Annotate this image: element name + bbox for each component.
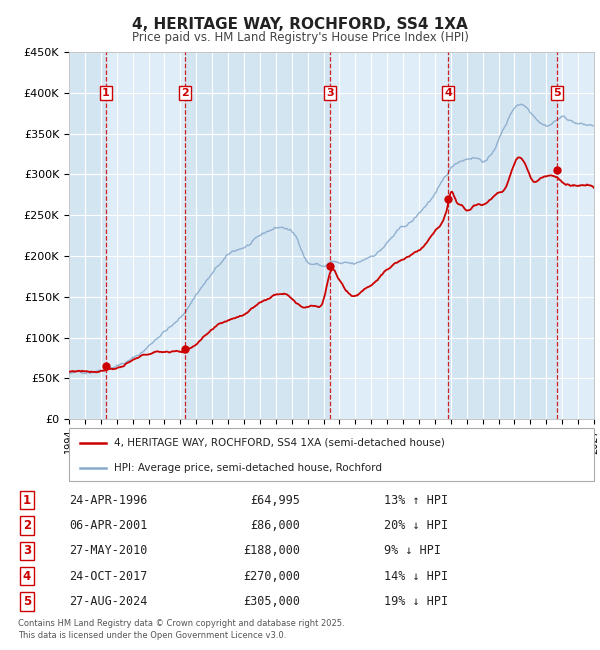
Text: 5: 5 <box>553 88 560 97</box>
Text: 14% ↓ HPI: 14% ↓ HPI <box>384 569 448 583</box>
Text: 3: 3 <box>326 88 334 97</box>
Text: 3: 3 <box>23 545 31 558</box>
Text: Contains HM Land Registry data © Crown copyright and database right 2025.
This d: Contains HM Land Registry data © Crown c… <box>18 619 344 640</box>
Bar <box>106 52 185 419</box>
FancyBboxPatch shape <box>69 428 594 481</box>
Text: 9% ↓ HPI: 9% ↓ HPI <box>384 545 441 558</box>
Text: HPI: Average price, semi-detached house, Rochford: HPI: Average price, semi-detached house,… <box>113 463 382 473</box>
Bar <box>185 52 330 419</box>
Text: 20% ↓ HPI: 20% ↓ HPI <box>384 519 448 532</box>
Text: 06-APR-2001: 06-APR-2001 <box>69 519 148 532</box>
Text: 27-AUG-2024: 27-AUG-2024 <box>69 595 148 608</box>
Text: 5: 5 <box>23 595 31 608</box>
Text: £270,000: £270,000 <box>243 569 300 583</box>
Text: Price paid vs. HM Land Registry's House Price Index (HPI): Price paid vs. HM Land Registry's House … <box>131 31 469 44</box>
Bar <box>448 52 557 419</box>
Text: 27-MAY-2010: 27-MAY-2010 <box>69 545 148 558</box>
Bar <box>330 52 448 419</box>
Text: 4: 4 <box>444 88 452 97</box>
Text: 24-APR-1996: 24-APR-1996 <box>69 494 148 507</box>
Text: 1: 1 <box>23 494 31 507</box>
Text: 19% ↓ HPI: 19% ↓ HPI <box>384 595 448 608</box>
Text: 2: 2 <box>23 519 31 532</box>
Text: 24-OCT-2017: 24-OCT-2017 <box>69 569 148 583</box>
Text: 4, HERITAGE WAY, ROCHFORD, SS4 1XA: 4, HERITAGE WAY, ROCHFORD, SS4 1XA <box>132 17 468 32</box>
Text: £86,000: £86,000 <box>250 519 300 532</box>
Text: £305,000: £305,000 <box>243 595 300 608</box>
Text: 4, HERITAGE WAY, ROCHFORD, SS4 1XA (semi-detached house): 4, HERITAGE WAY, ROCHFORD, SS4 1XA (semi… <box>113 437 445 448</box>
Text: 13% ↑ HPI: 13% ↑ HPI <box>384 494 448 507</box>
Text: £188,000: £188,000 <box>243 545 300 558</box>
Text: 2: 2 <box>181 88 188 97</box>
Bar <box>557 52 594 419</box>
Text: 4: 4 <box>23 569 31 583</box>
Text: 1: 1 <box>102 88 110 97</box>
Bar <box>69 52 106 419</box>
Text: £64,995: £64,995 <box>250 494 300 507</box>
